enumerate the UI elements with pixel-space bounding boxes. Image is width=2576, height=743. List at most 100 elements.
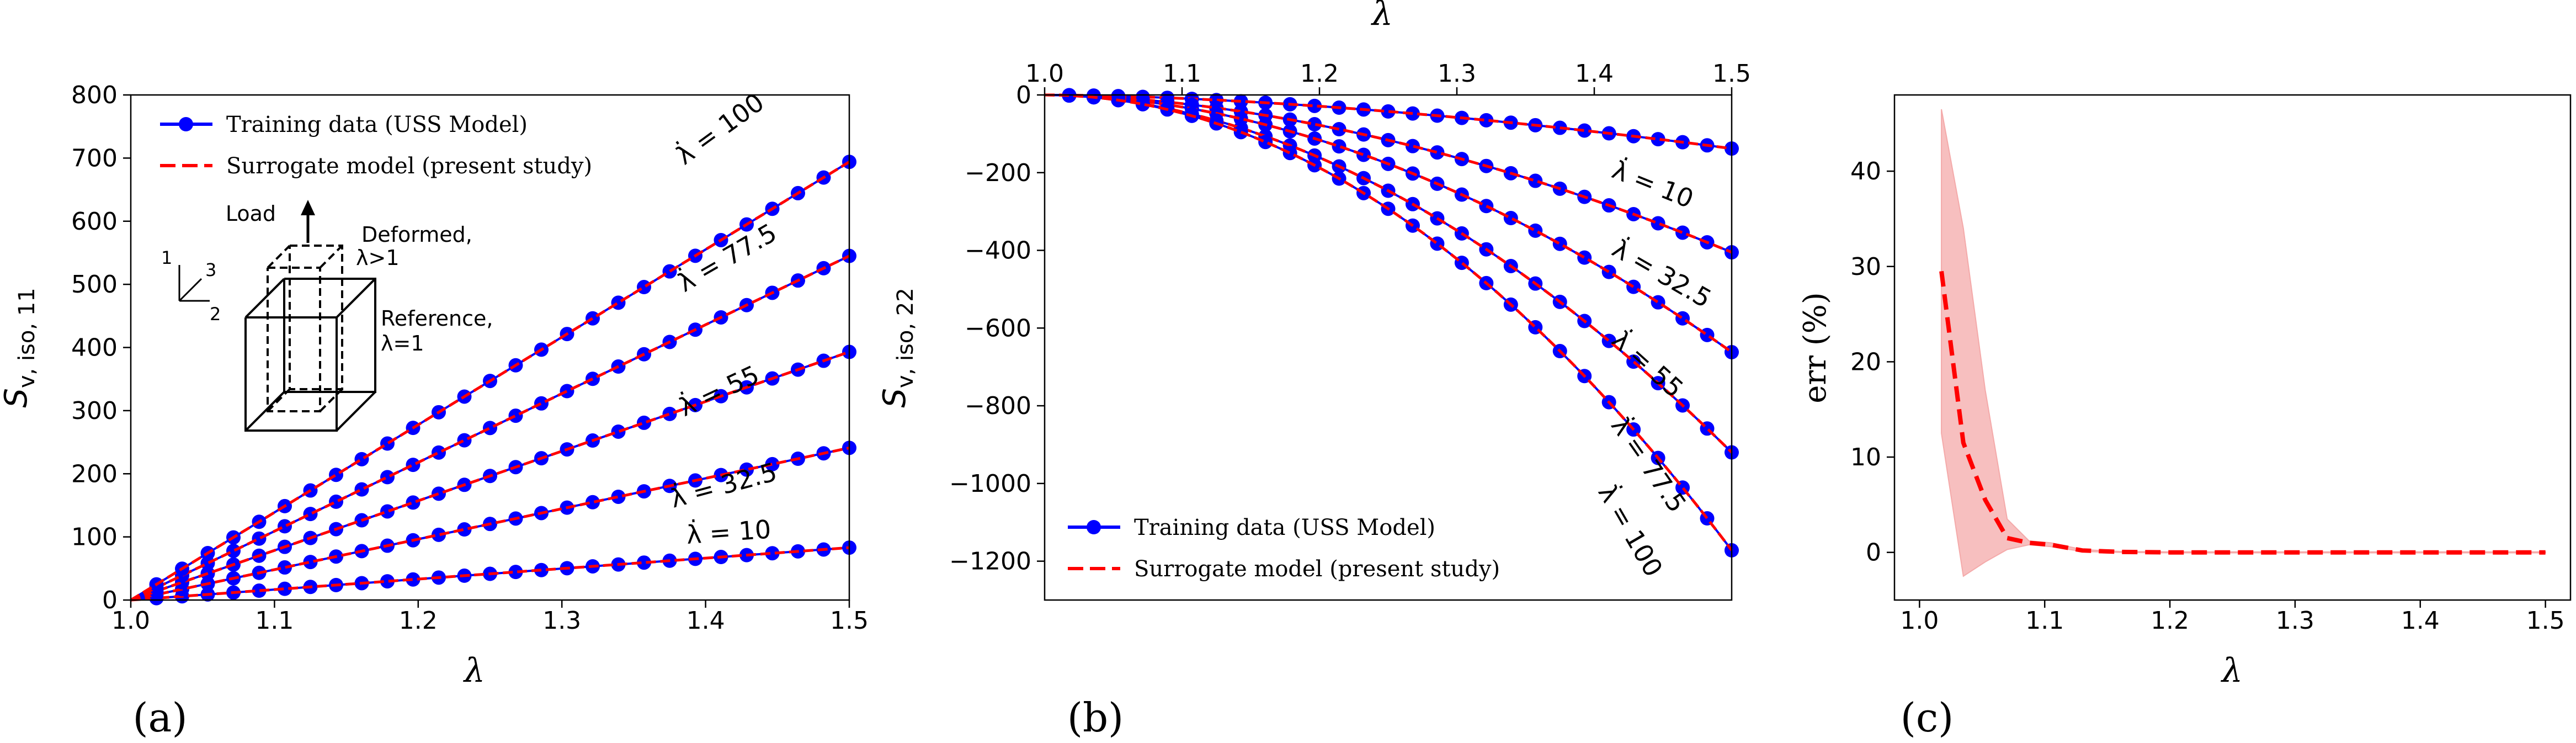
- training-point: [508, 408, 523, 423]
- training-point: [1675, 225, 1690, 240]
- training-point: [637, 415, 651, 430]
- training-point: [406, 495, 421, 510]
- surrogate-line-3: [130, 254, 850, 602]
- training-point: [662, 406, 677, 421]
- surrogate-line-0: [1045, 93, 1732, 150]
- mean-error-line: [1939, 270, 2546, 555]
- training-point: [303, 507, 318, 522]
- y-tick-label: −400: [965, 237, 1031, 265]
- training-point: [1479, 113, 1494, 128]
- training-point: [611, 295, 626, 310]
- training-point: [1332, 122, 1346, 137]
- training-point: [1577, 250, 1592, 265]
- y-tick-label: 200: [71, 460, 118, 488]
- training-point: [1307, 98, 1322, 113]
- reference-cube-front: [244, 316, 338, 432]
- surrogate-line-1: [1044, 93, 1732, 254]
- surrogate-line-4: [1044, 93, 1733, 551]
- y-tick-label: −200: [965, 159, 1031, 187]
- rate-label: λ̇ = 32.5: [667, 456, 780, 514]
- training-point: [432, 486, 446, 501]
- training-point: [1135, 97, 1150, 112]
- reference-cube-edge: [244, 278, 285, 319]
- training-point: [560, 384, 574, 399]
- y-tick-label: 0: [1866, 539, 1881, 567]
- panel-a-label: (a): [132, 694, 187, 741]
- deformed-condition: λ>1: [356, 246, 400, 270]
- panel-a-legend-surrogate-label: Surrogate model (present study): [226, 153, 592, 179]
- y-tick-label: −1000: [949, 470, 1031, 498]
- training-point: [1381, 104, 1396, 119]
- deformation-diagram: Load Deformed,λ>1 Reference,λ=1 1 2 3: [161, 200, 493, 432]
- reference-cube-edge: [336, 278, 376, 319]
- coord-axis-3: [178, 278, 203, 302]
- deformed-label: Deformed,: [361, 222, 472, 247]
- training-point: [586, 311, 600, 326]
- y-tick-label: 0: [1016, 81, 1031, 109]
- x-tick-label: 1.1: [1163, 60, 1201, 88]
- panel-a-y-axis-symbol: S: [0, 388, 34, 408]
- training-point: [611, 424, 626, 439]
- panel-c-axes-frame: [1893, 94, 2572, 601]
- training-point: [1601, 264, 1616, 279]
- surrogate-line-3: [1044, 93, 1733, 454]
- x-tick-label: 1.2: [2151, 607, 2189, 635]
- y-tick-label: 700: [71, 144, 118, 172]
- y-tick-label: 400: [71, 334, 118, 362]
- reference-cube-edge: [336, 391, 376, 432]
- training-point: [457, 433, 472, 448]
- training-point: [329, 468, 343, 482]
- load-label: Load: [226, 201, 276, 226]
- x-tick-label: 1.3: [2276, 607, 2314, 635]
- panel-b-stress-22: 1.0 1.1 1.2 1.3 1.4 1.5 0 −200 −400 −600 −800 −1000…: [877, 0, 1751, 741]
- training-point: [278, 581, 292, 596]
- y-tick-label: 500: [71, 270, 118, 299]
- x-tick-label: 1.4: [2401, 607, 2440, 635]
- training-point: [1577, 123, 1592, 138]
- training-point: [252, 583, 267, 598]
- training-line-3: [1044, 94, 1733, 453]
- reference-cube-edge: [244, 391, 285, 432]
- coord-label-1: 1: [161, 247, 172, 268]
- training-point: [637, 280, 651, 295]
- y-tick-label: 40: [1850, 157, 1881, 185]
- panel-b-label: (b): [1067, 694, 1124, 741]
- training-point: [303, 555, 318, 570]
- x-tick-label: 1.1: [2025, 607, 2064, 635]
- training-point: [432, 445, 446, 460]
- panel-b-axes-frame: [1044, 94, 1733, 601]
- training-point: [1430, 145, 1445, 160]
- deformed-cube-edge: [267, 388, 291, 412]
- x-tick-label: 1.2: [399, 607, 438, 635]
- y-tick-label: −800: [965, 392, 1031, 420]
- panel-b-legend-surrogate-label: Surrogate model (present study): [1134, 556, 1500, 582]
- panel-c-y-axis-label: err (%): [1797, 292, 1833, 403]
- training-point: [252, 531, 267, 546]
- training-point: [432, 527, 446, 542]
- training-point: [1405, 139, 1420, 153]
- training-point: [611, 489, 626, 504]
- y-tick-label: 20: [1850, 348, 1881, 376]
- surrogate-line-4: [130, 161, 850, 602]
- training-point: [457, 522, 472, 537]
- training-point: [739, 462, 754, 477]
- training-point: [406, 572, 421, 587]
- training-point: [765, 546, 780, 561]
- panel-a-y-axis-label: Sv, iso, 11: [0, 288, 40, 407]
- training-point: [278, 519, 292, 534]
- surrogate-line-0: [130, 546, 850, 602]
- panel-a-x-axis-label: λ: [463, 651, 485, 690]
- training-point: [1528, 223, 1543, 238]
- training-point: [1356, 147, 1371, 162]
- training-point: [329, 494, 343, 509]
- panel-b-x-axis-label: λ: [1371, 0, 1393, 33]
- panel-c-label: (c): [1901, 694, 1954, 741]
- x-tick-label: 1.5: [830, 607, 869, 635]
- x-tick-label: 1.4: [1575, 60, 1614, 88]
- training-point: [380, 436, 395, 451]
- training-point: [1258, 135, 1273, 150]
- panel-a-y-axis-subscript: v, iso, 11: [14, 288, 40, 388]
- rate-label: λ̇ = 100: [670, 87, 769, 171]
- panel-c-x-axis-label: λ: [2221, 651, 2243, 690]
- surrogate-line-2: [130, 351, 850, 602]
